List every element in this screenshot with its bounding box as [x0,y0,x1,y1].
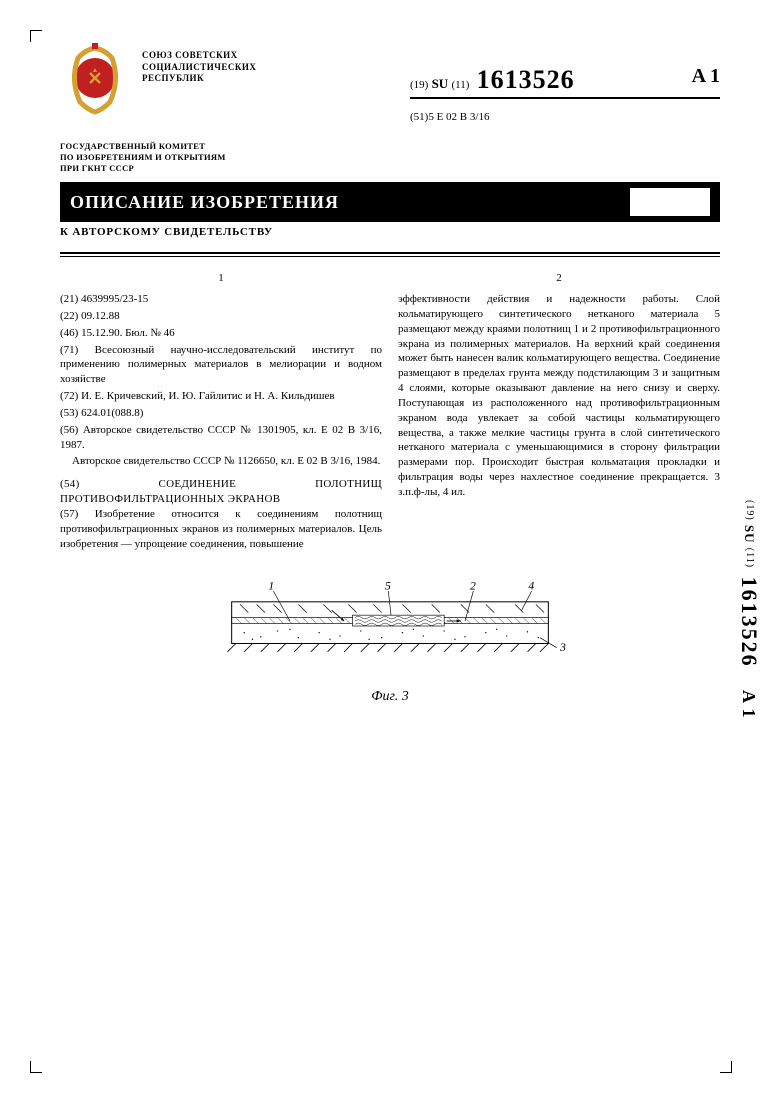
patent-number-block: (19) SU (11) 1613526 A 1 (51)5 E 02 B 3/… [410,40,720,123]
svg-text:1: 1 [268,581,274,592]
title-bar: ОПИСАНИЕ ИЗОБРЕТЕНИЯ [60,182,720,222]
side-patent-label: (19) SU (11) 1613526 A 1 [736,500,762,719]
field-71: (71) Всесоюзный научно-исследовательский… [60,343,382,388]
committee-block: ГОСУДАРСТВЕННЫЙ КОМИТЕТ ПО ИЗОБРЕТЕНИЯМ … [60,141,720,174]
side-numprefix: (11) [744,548,755,568]
crop-mark-tl [30,30,42,42]
header-row: СОЮЗ СОВЕТСКИХ СОЦИАЛИСТИЧЕСКИХ РЕСПУБЛИ… [60,40,720,123]
side-suffix: A 1 [739,690,759,719]
abstract-continuation: эффективности действия и надежности рабо… [398,292,720,500]
patent-suffix: A 1 [692,65,720,88]
ipc-classification: (51)5 E 02 B 3/16 [410,111,720,123]
svg-text:2: 2 [470,581,476,592]
field-72: (72) И. Е. Кричевский, И. Ю. Гайлитис и … [60,389,382,404]
field-57: (57) Изобретение относится к соединениям… [60,507,382,552]
title-box-icon [630,188,710,216]
figure-caption: Фиг. 3 [60,689,720,705]
patent-number: (19) SU (11) 1613526 A 1 [410,65,720,99]
subtitle: К АВТОРСКОМУ СВИДЕТЕЛЬСТВУ [60,226,720,238]
number-prefix: (11) [451,79,469,91]
union-text: СОЮЗ СОВЕТСКИХ СОЦИАЛИСТИЧЕСКИХ РЕСПУБЛИ… [142,40,262,85]
figure-3-svg: 1 5 2 4 3 [140,581,640,681]
crop-mark-bl [30,1061,42,1073]
side-prefix: (19) [744,500,755,521]
text-columns: 1 (21) 4639995/23-15 (22) 09.12.88 (46) … [60,271,720,551]
column-1: 1 (21) 4639995/23-15 (22) 09.12.88 (46) … [60,271,382,551]
field-54: (54) СОЕДИНЕНИЕ ПОЛОТНИЩ ПРОТИВОФИЛЬТРАЦ… [60,477,382,507]
col2-number: 2 [398,271,720,286]
country-code: SU [432,76,449,91]
svg-text:4: 4 [528,581,534,592]
committee-line1: ГОСУДАРСТВЕННЫЙ КОМИТЕТ [60,141,720,152]
field-22: (22) 09.12.88 [60,309,382,324]
patent-page: СОЮЗ СОВЕТСКИХ СОЦИАЛИСТИЧЕСКИХ РЕСПУБЛИ… [0,0,780,1103]
col1-number: 1 [60,271,382,286]
side-code: SU [742,525,757,544]
title-main: ОПИСАНИЕ ИЗОБРЕТЕНИЯ [70,192,339,213]
ussr-emblem-icon [60,40,130,115]
crop-mark-br [720,1061,732,1073]
committee-line2: ПО ИЗОБРЕТЕНИЯМ И ОТКРЫТИЯМ [60,152,720,163]
field-46: (46) 15.12.90. Бюл. № 46 [60,326,382,341]
rule-thick [60,252,720,254]
union-line1: СОЮЗ СОВЕТСКИХ [142,50,262,62]
field-53: (53) 624.01(088.8) [60,406,382,421]
committee-line3: ПРИ ГКНТ СССР [60,163,720,174]
figure-area: 1 5 2 4 3 [60,581,720,705]
rule-thin [60,256,720,257]
country-prefix: (19) [410,79,428,91]
field-56b: Авторское свидетельство СССР № 1126650, … [60,454,382,469]
column-2: 2 эффективности действия и надежности ра… [398,271,720,551]
side-number: 1613526 [737,577,762,668]
union-line2: СОЦИАЛИСТИЧЕСКИХ [142,62,262,74]
svg-text:3: 3 [559,641,566,654]
patent-main-number: 1613526 [477,65,575,94]
svg-text:5: 5 [385,581,391,592]
field-56a: (56) Авторское свидетельство СССР № 1301… [60,423,382,453]
union-line3: РЕСПУБЛИК [142,73,262,85]
field-21: (21) 4639995/23-15 [60,292,382,307]
